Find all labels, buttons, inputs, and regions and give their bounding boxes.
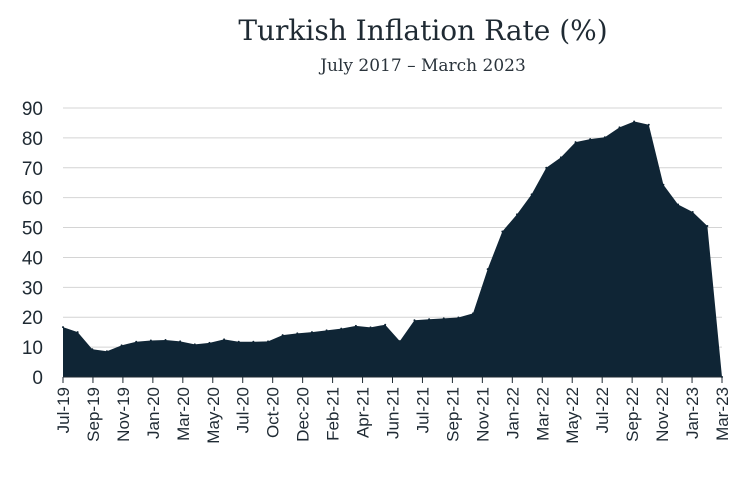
data-point xyxy=(442,317,445,320)
x-tick-label: Jul-20 xyxy=(234,387,253,433)
data-point xyxy=(413,319,416,322)
x-tick-label: Jul-22 xyxy=(593,387,612,433)
data-point xyxy=(706,225,709,228)
x-tick-label: Dec-20 xyxy=(294,387,313,442)
data-point xyxy=(457,316,460,319)
y-tick-label: 90 xyxy=(22,99,43,120)
x-tick-label: Jun-21 xyxy=(384,387,403,439)
chart-title: Turkish Inflation Rate (%) xyxy=(238,14,608,47)
axes: 0 10 20 30 40 50 60 70 80 90 Jul-19 Sep-19 Nov-19 Jan… xyxy=(22,99,732,444)
x-tick-label: Jan-20 xyxy=(144,387,163,439)
data-point xyxy=(135,340,138,343)
chart-subtitle: July 2017 – March 2023 xyxy=(320,56,526,76)
data-point xyxy=(252,340,255,343)
y-tick-label: 30 xyxy=(22,278,43,299)
data-point xyxy=(164,338,167,341)
x-tick-label: May-20 xyxy=(204,387,223,444)
data-point xyxy=(120,344,123,347)
x-tick-label: Jan-22 xyxy=(503,387,522,439)
data-point xyxy=(325,329,328,332)
data-point xyxy=(354,324,357,327)
data-point xyxy=(633,120,636,123)
y-tick-label: 70 xyxy=(22,159,43,180)
data-point xyxy=(501,230,504,233)
plot-area xyxy=(62,120,723,378)
data-point xyxy=(530,193,533,196)
x-tick-label: May-22 xyxy=(563,387,582,444)
x-tick-label: Jul-19 xyxy=(54,387,73,433)
data-point xyxy=(515,213,518,216)
data-point xyxy=(618,126,621,129)
x-tick-label: Feb-21 xyxy=(324,387,343,441)
data-point xyxy=(310,331,313,334)
x-tick-label: Sep-19 xyxy=(84,387,103,442)
y-tick-label: 20 xyxy=(22,308,43,329)
y-tick-label: 40 xyxy=(22,248,43,269)
data-point xyxy=(662,183,665,186)
data-point xyxy=(384,323,387,326)
x-tick-label: Nov-21 xyxy=(473,387,492,442)
x-tick-label: Oct-20 xyxy=(264,387,283,438)
data-point xyxy=(179,340,182,343)
data-point xyxy=(193,343,196,346)
data-point xyxy=(398,340,401,343)
data-point xyxy=(91,348,94,351)
x-tick-label: Nov-22 xyxy=(653,387,672,442)
data-point xyxy=(237,340,240,343)
data-point xyxy=(545,166,548,169)
data-point xyxy=(589,138,592,141)
data-point xyxy=(281,334,284,337)
data-point xyxy=(296,332,299,335)
data-point xyxy=(574,141,577,144)
data-point xyxy=(62,326,64,329)
y-tick-label: 60 xyxy=(22,189,43,210)
x-tick-label: Nov-19 xyxy=(114,387,133,442)
x-tick-label: Jul-21 xyxy=(413,387,432,433)
x-tick-label: Mar-20 xyxy=(174,387,193,441)
x-tick-label: Apr-21 xyxy=(354,387,373,438)
data-point xyxy=(486,268,489,271)
data-point xyxy=(340,327,343,330)
x-tick-label: Sep-22 xyxy=(623,387,642,442)
data-point xyxy=(691,211,694,214)
data-point xyxy=(267,340,270,343)
x-tick-label: Mar-23 xyxy=(713,387,732,441)
data-point xyxy=(559,156,562,159)
data-point xyxy=(208,341,211,344)
y-tick-label: 10 xyxy=(22,338,43,359)
data-point xyxy=(677,203,680,206)
data-point xyxy=(647,123,650,126)
data-point xyxy=(76,331,79,334)
data-point xyxy=(223,338,226,341)
data-point xyxy=(603,136,606,139)
x-tick-label: Jan-23 xyxy=(683,387,702,439)
y-tick-label: 80 xyxy=(22,129,43,150)
data-point xyxy=(472,312,475,315)
x-tick-label: Sep-21 xyxy=(443,387,462,442)
y-tick-label: 0 xyxy=(32,368,43,389)
inflation-area xyxy=(63,121,722,377)
x-tick-label: Mar-22 xyxy=(533,387,552,441)
data-point xyxy=(105,350,108,353)
y-tick-label: 50 xyxy=(22,219,43,240)
data-point xyxy=(428,318,431,321)
data-point xyxy=(369,326,372,329)
data-point xyxy=(149,339,152,342)
